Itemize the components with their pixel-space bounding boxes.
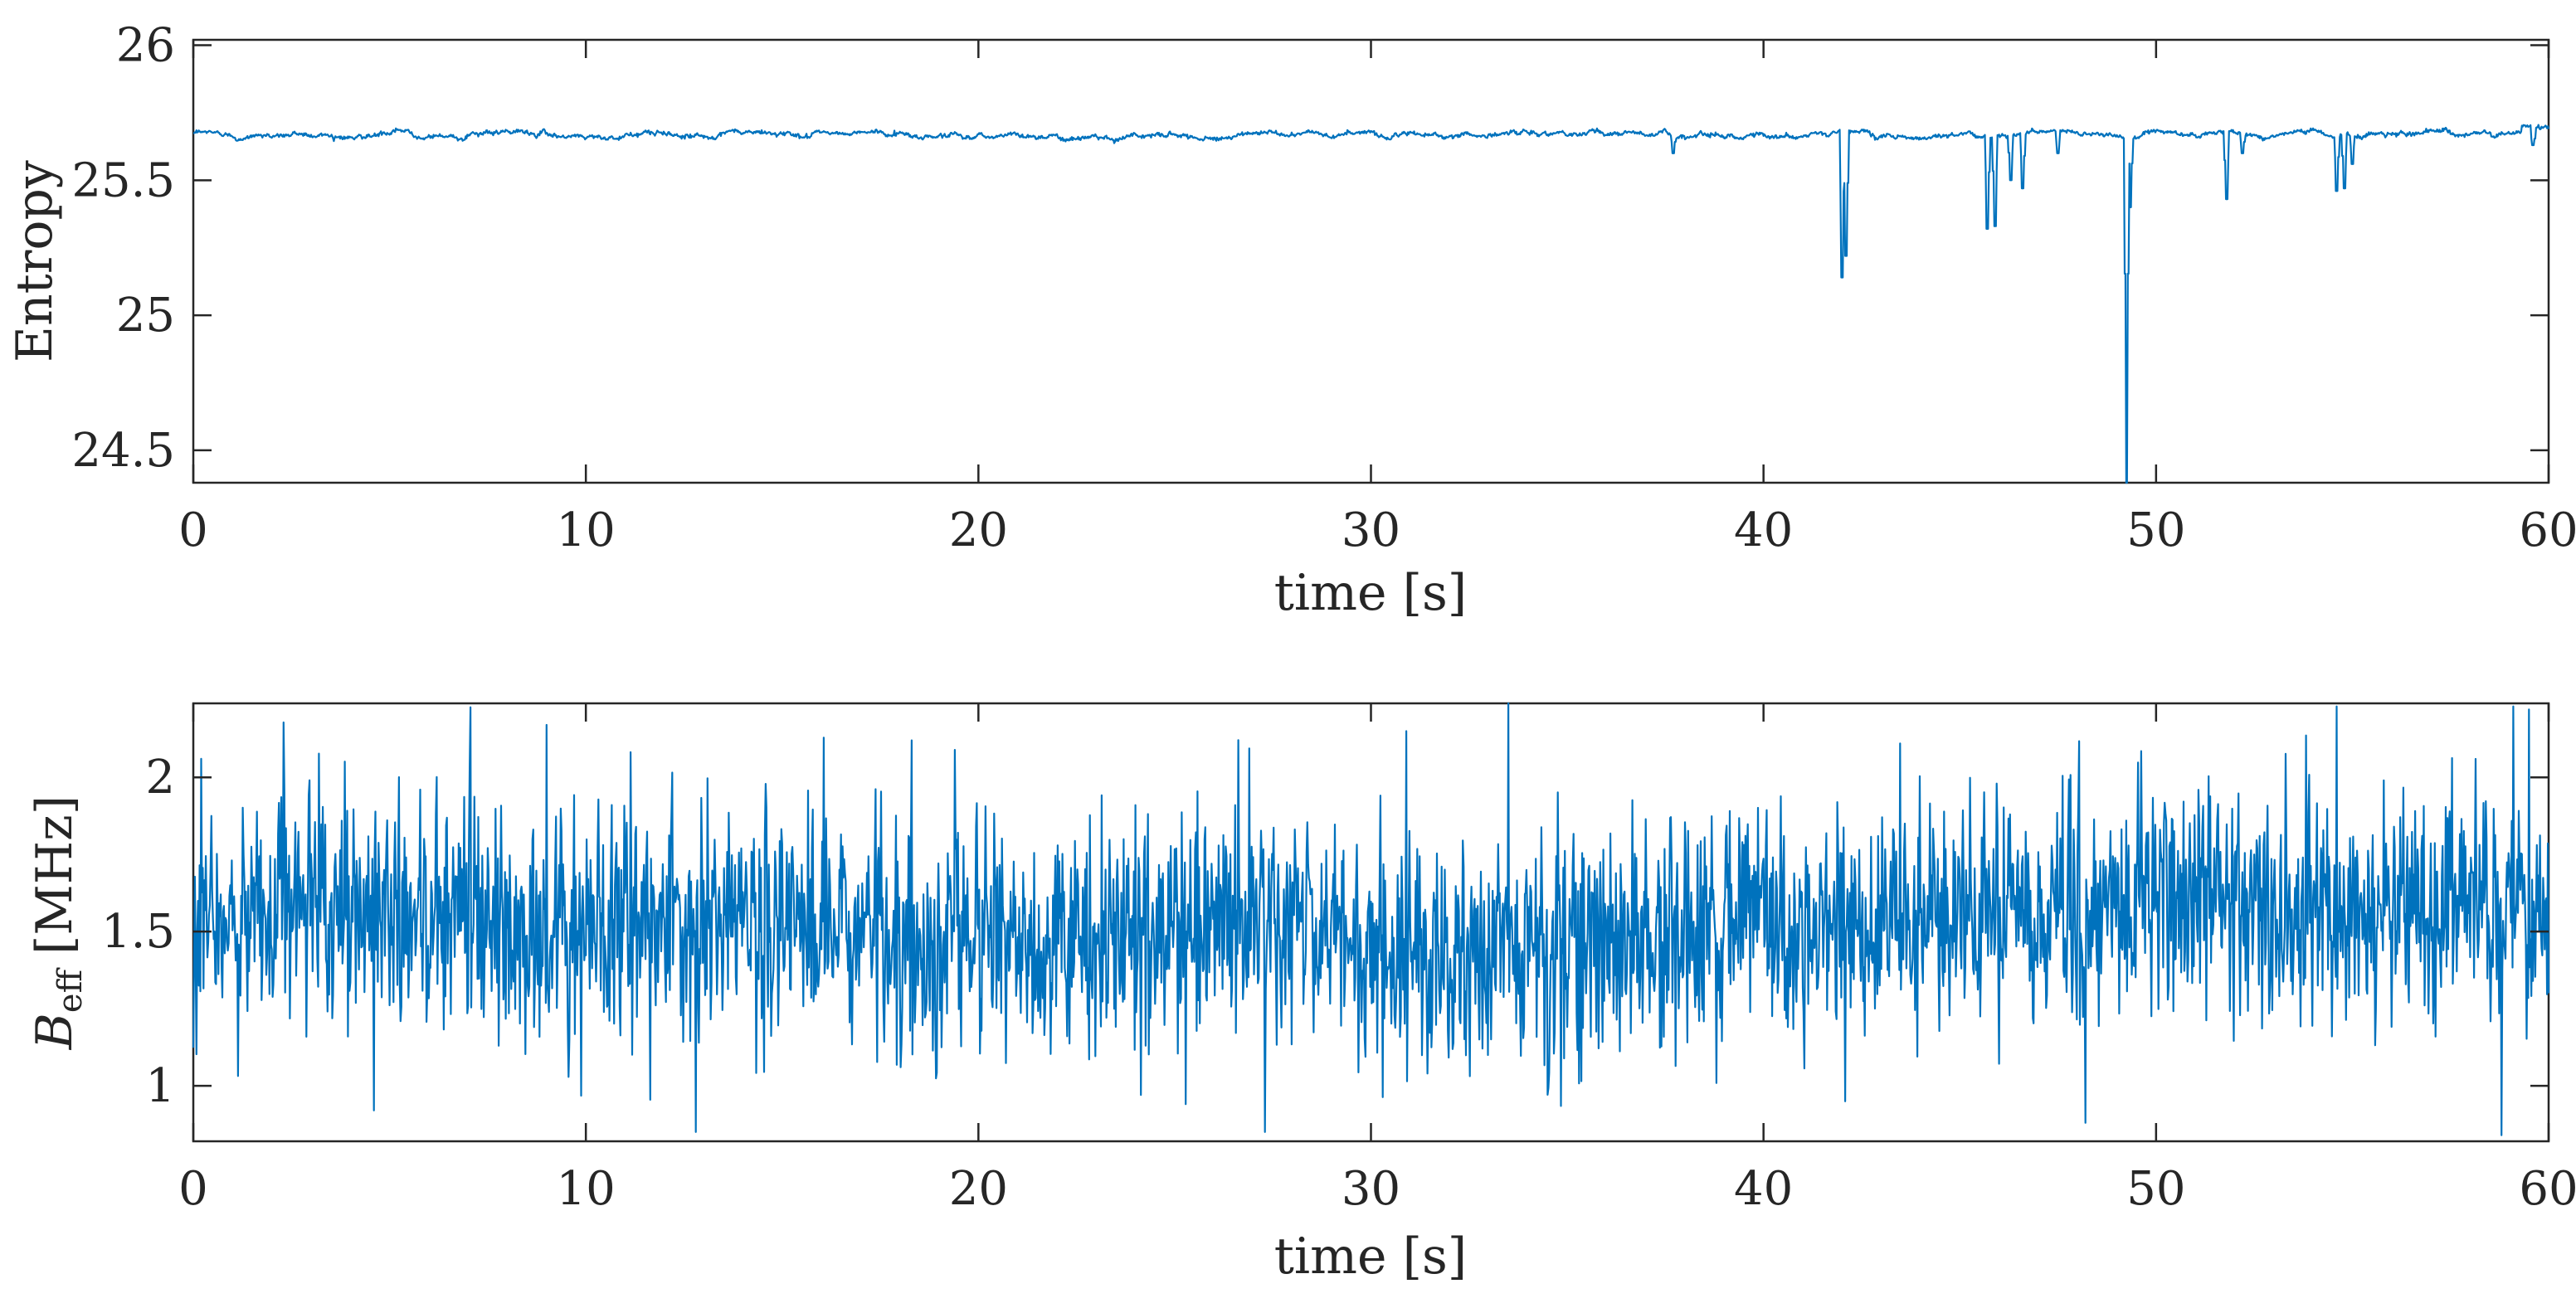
beff-ticks: 0 10 20 30 40 50 60 1 1.5 2	[101, 703, 2576, 1216]
beff-series-line	[192, 702, 2550, 1136]
entropy-x-tick-label: 50	[2126, 503, 2185, 557]
entropy-x-tick-label: 40	[1734, 503, 1793, 557]
entropy-series-line	[192, 124, 2550, 484]
beff-y-tick-label: 1.5	[101, 905, 175, 959]
entropy-x-tick-label: 20	[949, 503, 1008, 557]
entropy-series	[192, 124, 2550, 484]
entropy-x-axis-title: time [s]	[1274, 564, 1467, 622]
entropy-x-tick-label: 10	[557, 503, 616, 557]
entropy-y-axis-title: Entropy	[6, 160, 64, 362]
entropy-x-tick-label: 60	[2519, 503, 2576, 557]
beff-x-tick-label: 10	[557, 1162, 616, 1216]
entropy-y-tick-label: 25.5	[71, 153, 175, 207]
beff-x-tick-label: 40	[1734, 1162, 1793, 1216]
entropy-x-tick-label: 30	[1342, 503, 1400, 557]
entropy-x-tick-label: 0	[178, 503, 208, 557]
beff-y-axis-unit: [MHz]	[26, 795, 84, 955]
beff-series	[192, 702, 2550, 1136]
entropy-axes-frame	[192, 38, 2550, 484]
beff-y-tick-label: 1	[145, 1059, 175, 1113]
beff-x-tick-label: 20	[949, 1162, 1008, 1216]
beff-y-axis-title: Beff [MHz]	[26, 795, 90, 1050]
beff-x-tick-label: 30	[1342, 1162, 1400, 1216]
entropy-y-tick-label: 24.5	[71, 424, 175, 478]
beff-x-axis-title: time [s]	[1274, 1228, 1467, 1286]
beff-x-tick-label: 0	[178, 1162, 208, 1216]
entropy-y-tick-label: 26	[116, 19, 175, 73]
beff-y-axis-subscript: eff	[51, 967, 90, 1013]
beff-x-tick-label: 60	[2519, 1162, 2576, 1216]
beff-y-tick-label: 2	[145, 751, 175, 805]
entropy-ticks: 0 10 20 30 40 50 60 24.5 25 25.5 26	[71, 19, 2576, 557]
beff-y-axis-symbol: B	[26, 1013, 84, 1050]
beff-x-tick-label: 50	[2126, 1162, 2185, 1216]
beff-panel: 0 10 20 30 40 50 60 1 1.5 2 Beff [MHz] time [s]	[26, 702, 2576, 1286]
entropy-y-tick-label: 25	[116, 289, 175, 343]
entropy-panel: 0 10 20 30 40 50 60 24.5 25 25.5 26 Entropy time […	[6, 19, 2576, 622]
